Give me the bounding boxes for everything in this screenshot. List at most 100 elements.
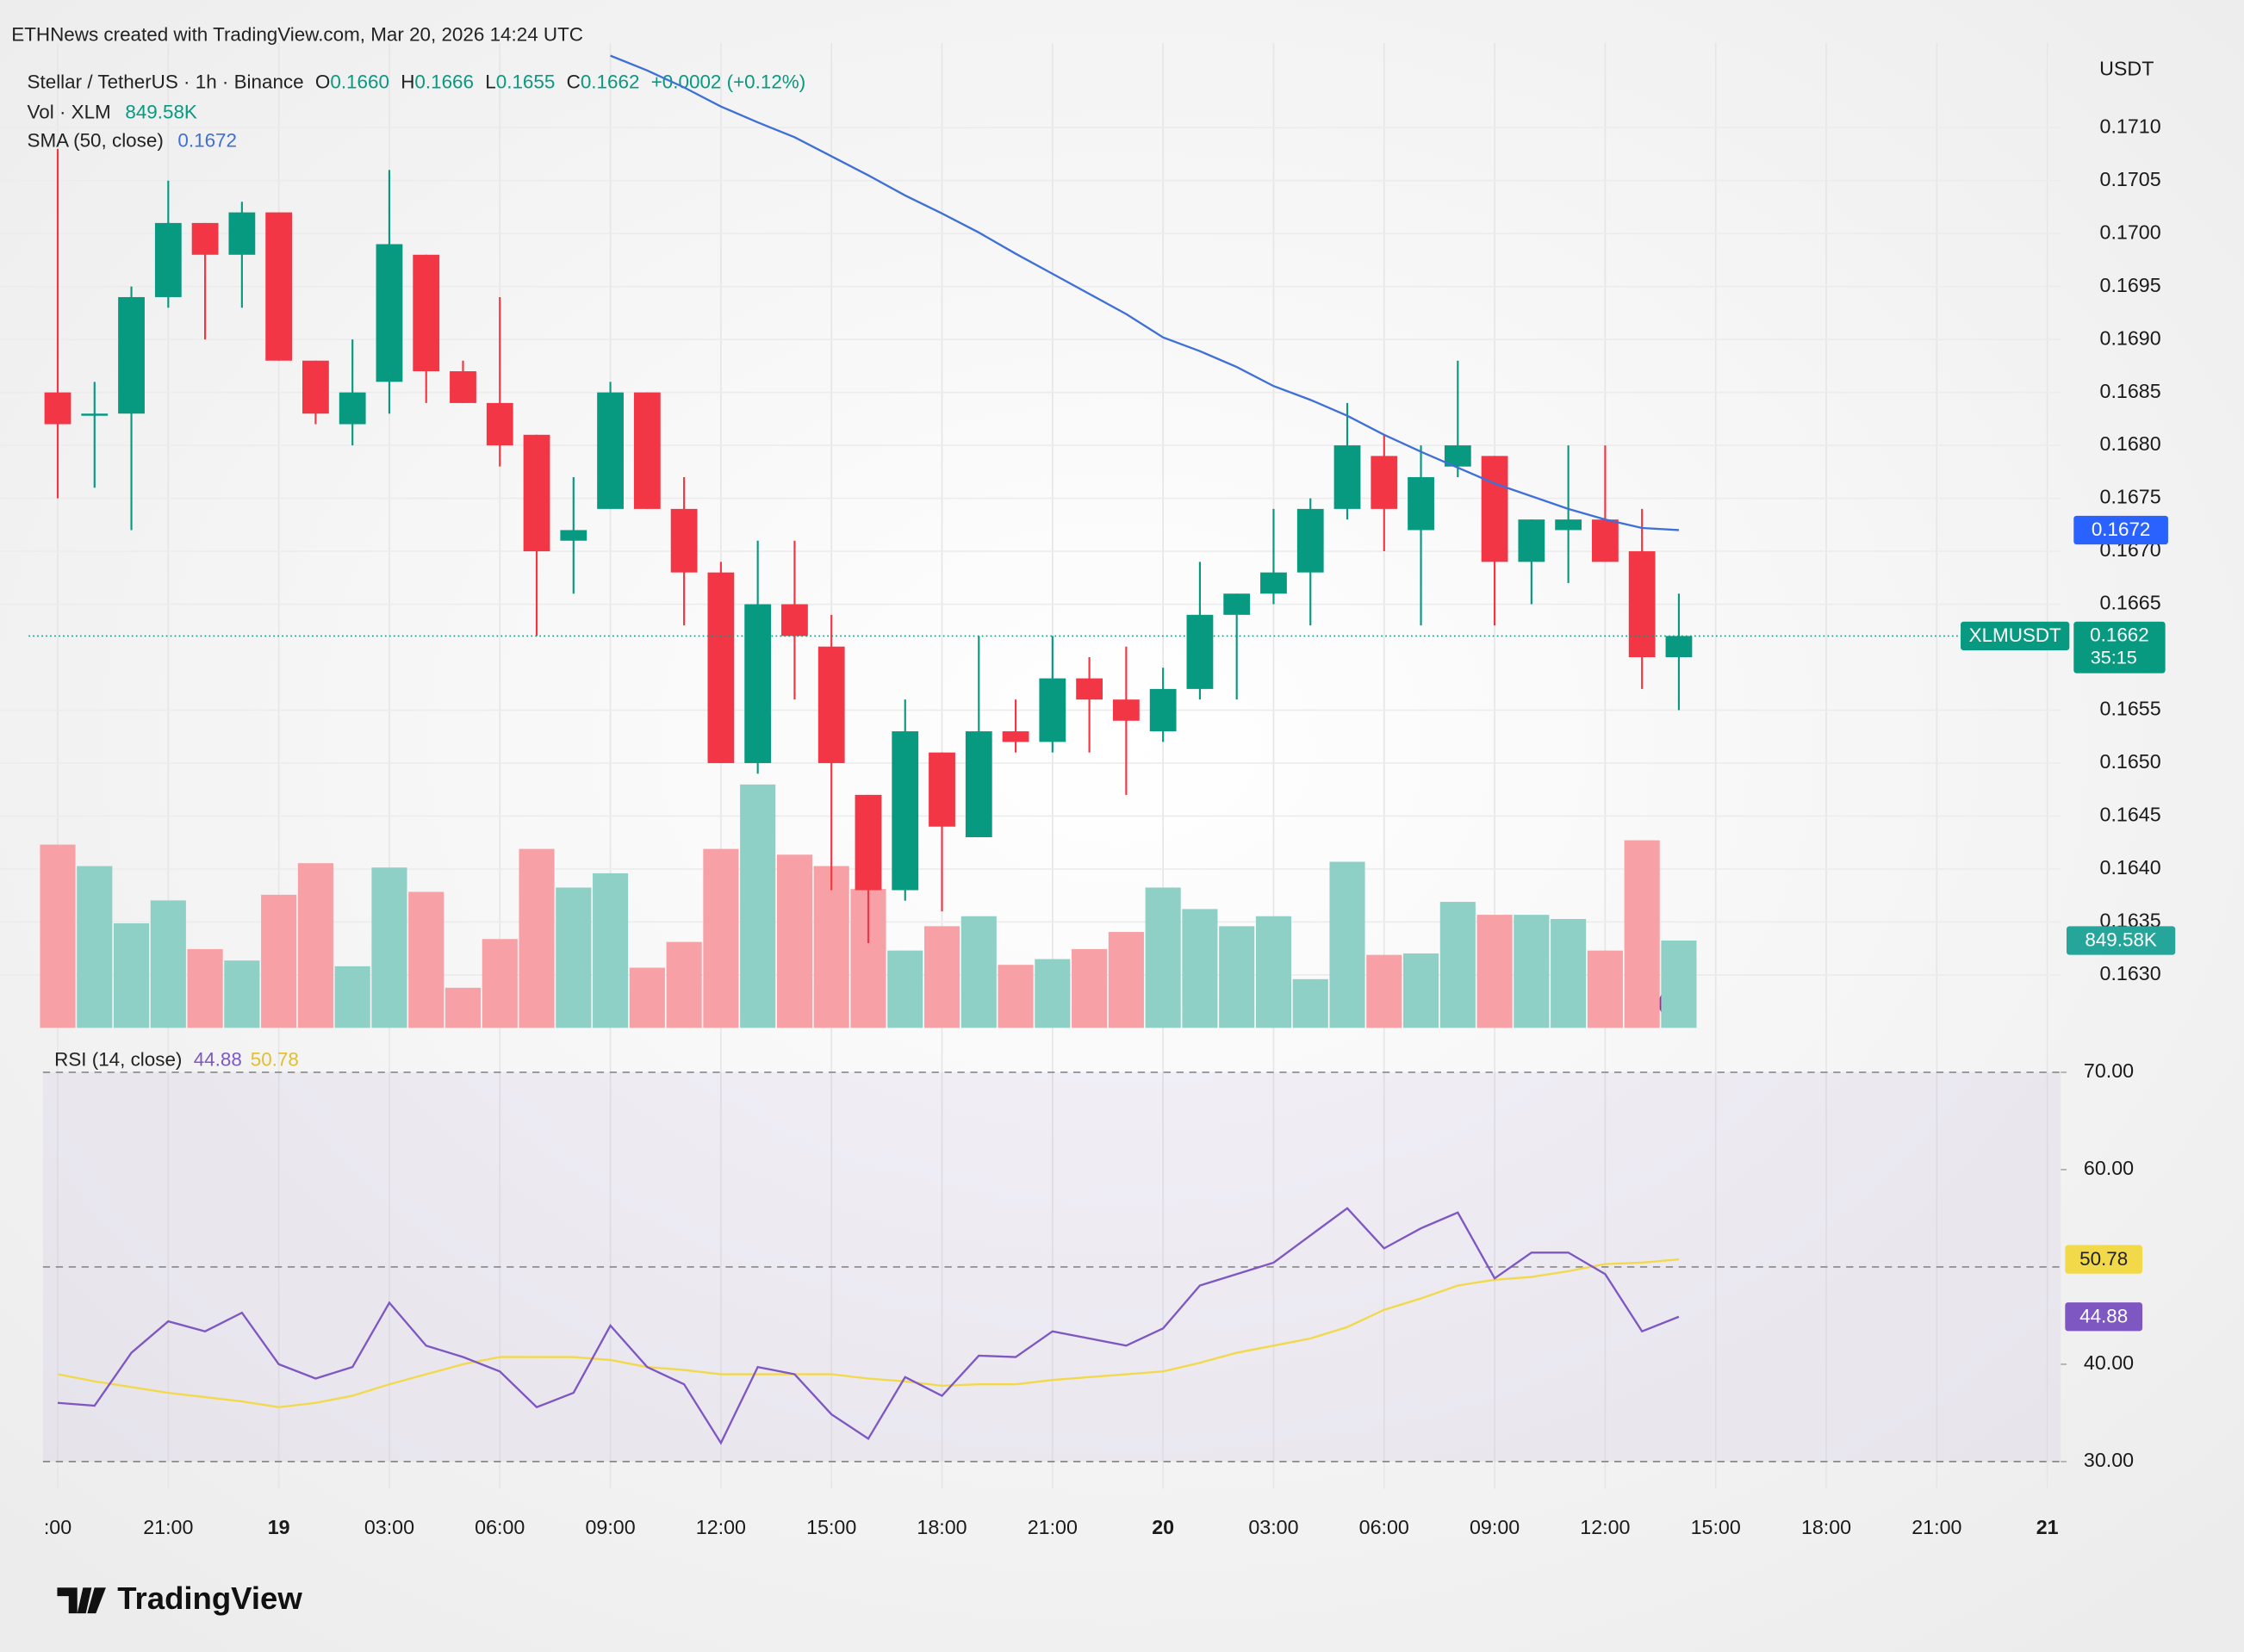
ohlc-value: 0.1660 xyxy=(330,71,389,92)
sma-badge-bg xyxy=(2073,515,2168,545)
candle-body xyxy=(892,731,919,891)
volume-bar xyxy=(1402,953,1439,1028)
x-tick-label: 03:00 xyxy=(364,1516,414,1538)
volume-bar xyxy=(1661,940,1697,1028)
volume-bar xyxy=(444,987,482,1028)
volume-bar xyxy=(629,967,665,1028)
candle-body xyxy=(523,434,550,552)
candle-body xyxy=(81,413,109,416)
volume-bar xyxy=(113,923,150,1028)
volume-bar xyxy=(556,887,592,1028)
x-tick-label: 15:00 xyxy=(806,1516,856,1538)
volume-bar xyxy=(923,926,960,1028)
x-tick-label: 06:00 xyxy=(475,1516,525,1538)
y-tick-label: 0.1650 xyxy=(2100,750,2161,773)
sma-line xyxy=(610,54,1680,531)
volume-bar xyxy=(1439,902,1476,1028)
candle-body xyxy=(339,392,366,425)
volume-bar xyxy=(1145,887,1181,1028)
volume-bar xyxy=(371,867,407,1028)
rsi-badge: 50.78 xyxy=(2079,1248,2128,1270)
symbol: Stellar / TetherUS · 1h · Binance xyxy=(28,71,304,92)
candle-body xyxy=(1186,614,1214,689)
volume-bar xyxy=(1108,932,1144,1028)
volume-bar xyxy=(593,873,629,1028)
y-tick-label: 0.1655 xyxy=(2100,698,2161,720)
y-tick-label: 0.1685 xyxy=(2100,380,2161,402)
candle-body xyxy=(118,296,145,414)
logo: TradingView xyxy=(57,1581,302,1616)
candle-body xyxy=(191,222,219,255)
price-badge: 0.1662 xyxy=(2090,624,2149,645)
sma-label: SMA (50, close) xyxy=(28,129,164,151)
y-tick-label: 0.1665 xyxy=(2100,592,2161,614)
volume-bar xyxy=(519,848,555,1028)
volume-bar xyxy=(1366,954,1402,1028)
candle-body xyxy=(1112,699,1140,721)
candle-body xyxy=(1481,456,1508,562)
y-tick-label: 0.1640 xyxy=(2100,856,2161,879)
volume-bar xyxy=(1587,950,1623,1028)
volume-bar xyxy=(998,965,1034,1028)
watermark: ETHNews created with TradingView.com, Ma… xyxy=(11,23,583,45)
candle-body xyxy=(1628,551,1656,658)
volume-badge: 849.58K xyxy=(2085,929,2157,951)
x-tick-label: 09:00 xyxy=(585,1516,635,1538)
volume-bar xyxy=(666,941,702,1028)
countdown: 35:15 xyxy=(2091,647,2137,668)
y-tick-label: 0.1675 xyxy=(2100,486,2161,508)
candle-body xyxy=(1296,508,1324,573)
volume-bar xyxy=(960,916,997,1028)
candle-body xyxy=(817,646,845,763)
candles xyxy=(44,54,1693,943)
x-tick-label: 03:00 xyxy=(1248,1516,1298,1538)
volume-bar xyxy=(813,866,849,1028)
rsi-tick-label: 70.00 xyxy=(2084,1059,2134,1082)
volume-value: 849.58K xyxy=(125,101,197,122)
candle-body xyxy=(1149,688,1177,732)
candle-body xyxy=(1408,476,1434,531)
candle-body xyxy=(228,212,256,255)
candle-body xyxy=(413,254,440,372)
change: +0.0002 (+0.12%) xyxy=(651,71,805,92)
ohlc-key: C xyxy=(567,71,581,92)
sma-badge: 0.1672 xyxy=(2092,519,2151,540)
volume-bar xyxy=(1624,840,1660,1028)
logo-text: TradingView xyxy=(117,1581,302,1616)
volume-bar xyxy=(261,894,297,1028)
rsi-tick-label: 60.00 xyxy=(2084,1157,2134,1179)
volume-bar xyxy=(297,863,333,1028)
candle-body xyxy=(1665,636,1693,658)
currency-label: USDT xyxy=(2099,58,2154,80)
candle-body xyxy=(670,508,698,573)
volume-bar xyxy=(1476,915,1513,1028)
candle-body xyxy=(929,752,955,827)
ohlc-value: 0.1662 xyxy=(581,71,640,92)
y-tick-label: 0.1700 xyxy=(2100,220,2161,243)
x-tick-label: 09:00 xyxy=(1470,1516,1520,1538)
candle-body xyxy=(1555,519,1582,531)
x-tick-label: 15:00 xyxy=(1691,1516,1741,1538)
volume-bar xyxy=(1072,948,1108,1028)
x-tick-label: 21:00 xyxy=(1028,1516,1078,1538)
y-tick-label: 0.1645 xyxy=(2100,804,2161,826)
volume-bar xyxy=(224,960,260,1028)
candle-body xyxy=(597,392,624,509)
ohlc-key: H xyxy=(401,71,414,92)
x-tick-label: 12:00 xyxy=(1580,1516,1630,1538)
rsi-line xyxy=(57,1207,1680,1445)
volume-bar xyxy=(1551,918,1587,1028)
x-tick-label: 21 xyxy=(2036,1516,2059,1538)
volume-bar xyxy=(40,844,76,1028)
volume-bar xyxy=(1182,909,1218,1028)
rsi-badge: 44.88 xyxy=(2079,1306,2128,1327)
y-tick-label: 0.1680 xyxy=(2100,432,2161,455)
candle-body xyxy=(1076,678,1103,700)
candle-body xyxy=(1371,456,1398,509)
x-tick-label: 06:00 xyxy=(1359,1516,1409,1538)
volume-legend: Vol · XLM 849.58K xyxy=(28,101,197,122)
logo-icon xyxy=(57,1587,106,1614)
candle-body xyxy=(1260,572,1287,594)
rsi-legend: RSI (14, close) 44.88 50.78 xyxy=(54,1048,299,1070)
